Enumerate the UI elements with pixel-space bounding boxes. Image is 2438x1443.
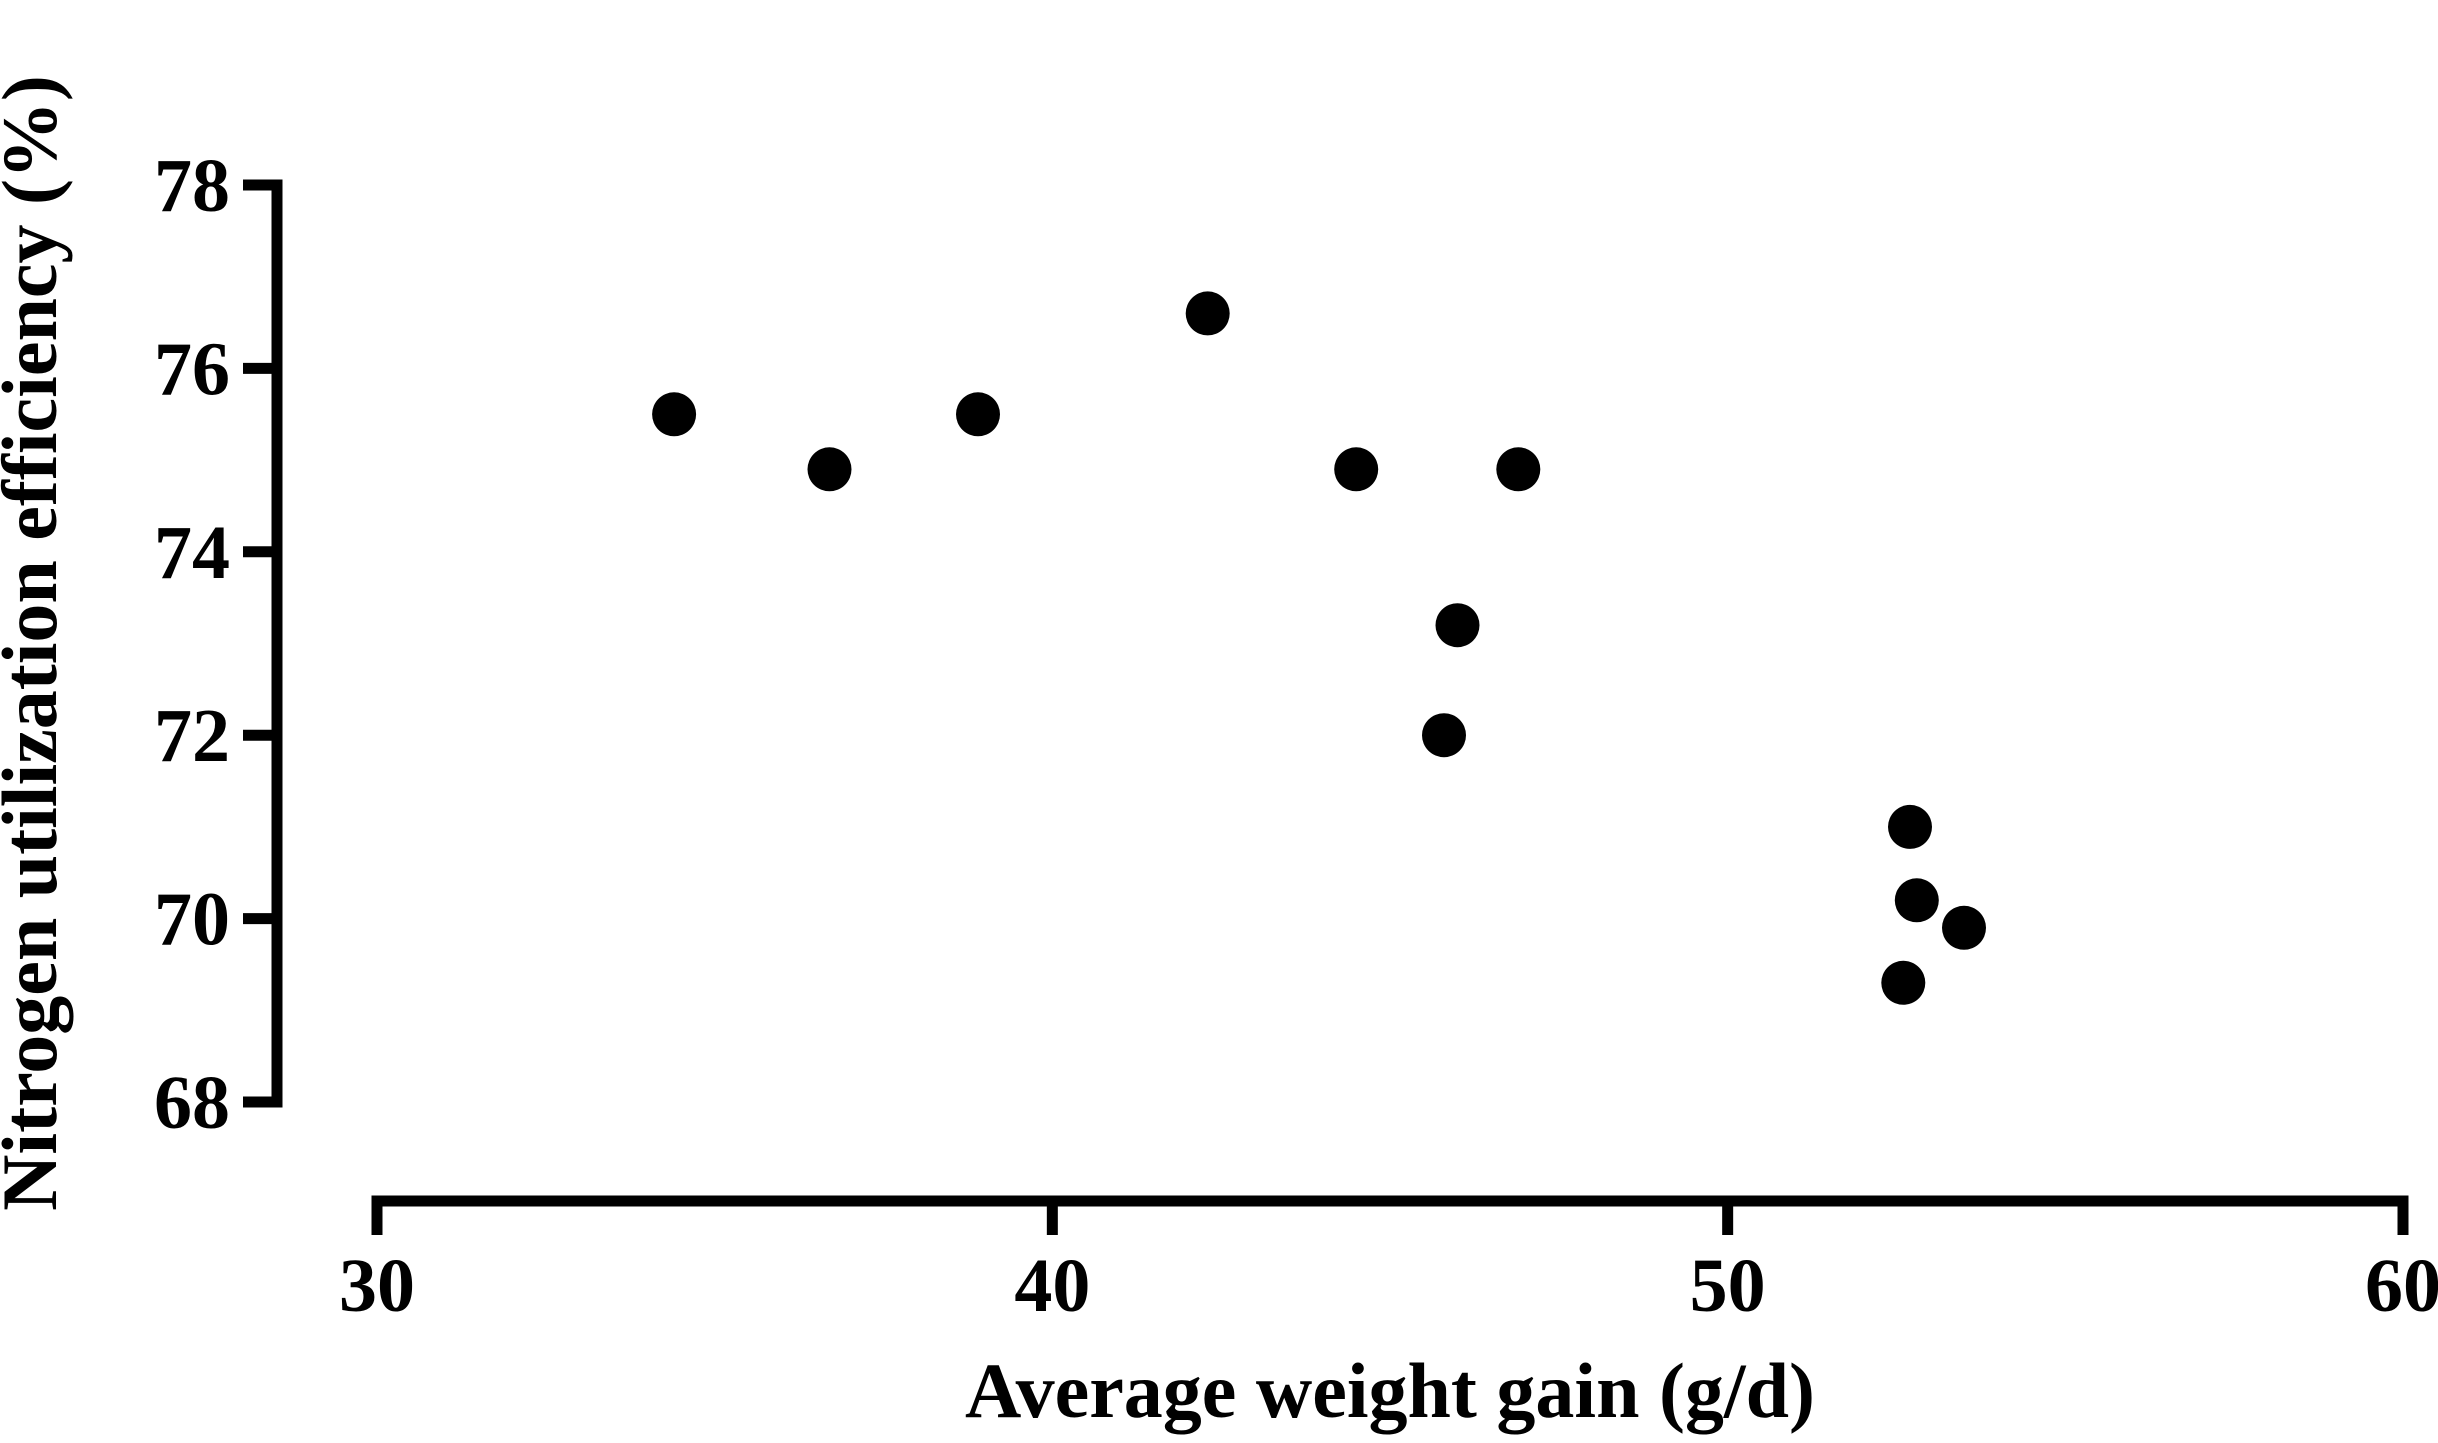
data-point: [652, 392, 697, 437]
data-point: [1894, 878, 1939, 923]
data-point: [1496, 447, 1541, 492]
y-axis-tick-label: 70: [154, 878, 230, 962]
x-axis-tick-label: 50: [1690, 1244, 1766, 1328]
y-axis-tick-label: 68: [154, 1061, 230, 1145]
data-point: [1888, 804, 1932, 849]
x-axis-tick-label: 60: [2365, 1244, 2438, 1328]
y-axis-tick-label: 78: [154, 144, 230, 228]
data-point: [956, 392, 1000, 437]
x-axis-tick-label: 40: [1014, 1244, 1090, 1328]
y-axis-tick-label: 72: [154, 694, 230, 778]
data-point: [1435, 603, 1480, 648]
axes-layer: 68 70 72 74 76 78 30 40 50 60: [154, 144, 2438, 1328]
x-axis-title: Average weight gain (g/d): [965, 1347, 1815, 1434]
data-point: [807, 447, 852, 492]
data-point: [1422, 713, 1466, 758]
y-axis-tick-label: 74: [154, 511, 230, 595]
y-axis-tick-label: 76: [154, 327, 230, 411]
data-point: [1185, 291, 1230, 336]
data-point: [1334, 447, 1379, 492]
y-axis-title: Nitrogen utilization efficiency (%): [0, 75, 73, 1211]
points-layer: [652, 291, 1986, 1005]
data-point: [1881, 960, 1926, 1005]
data-point: [1942, 905, 1986, 950]
x-axis-tick-label: 30: [339, 1244, 415, 1328]
